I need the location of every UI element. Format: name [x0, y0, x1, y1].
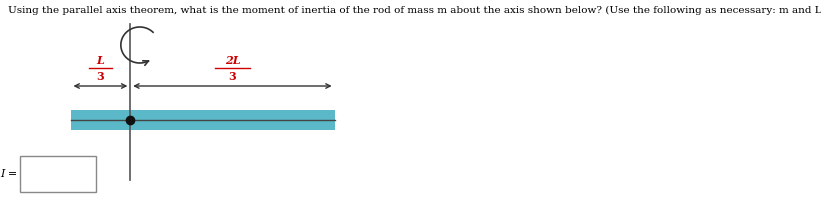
Bar	[21, 156, 96, 192]
Text: I =: I =	[0, 169, 17, 179]
Text: L: L	[97, 55, 104, 66]
Text: Using the parallel axis theorem, what is the moment of inertia of the rod of mas: Using the parallel axis theorem, what is…	[7, 6, 821, 15]
Bar	[71, 110, 335, 130]
Text: 3: 3	[228, 71, 236, 82]
Text: 2L: 2L	[225, 55, 241, 66]
Text: 3: 3	[97, 71, 104, 82]
